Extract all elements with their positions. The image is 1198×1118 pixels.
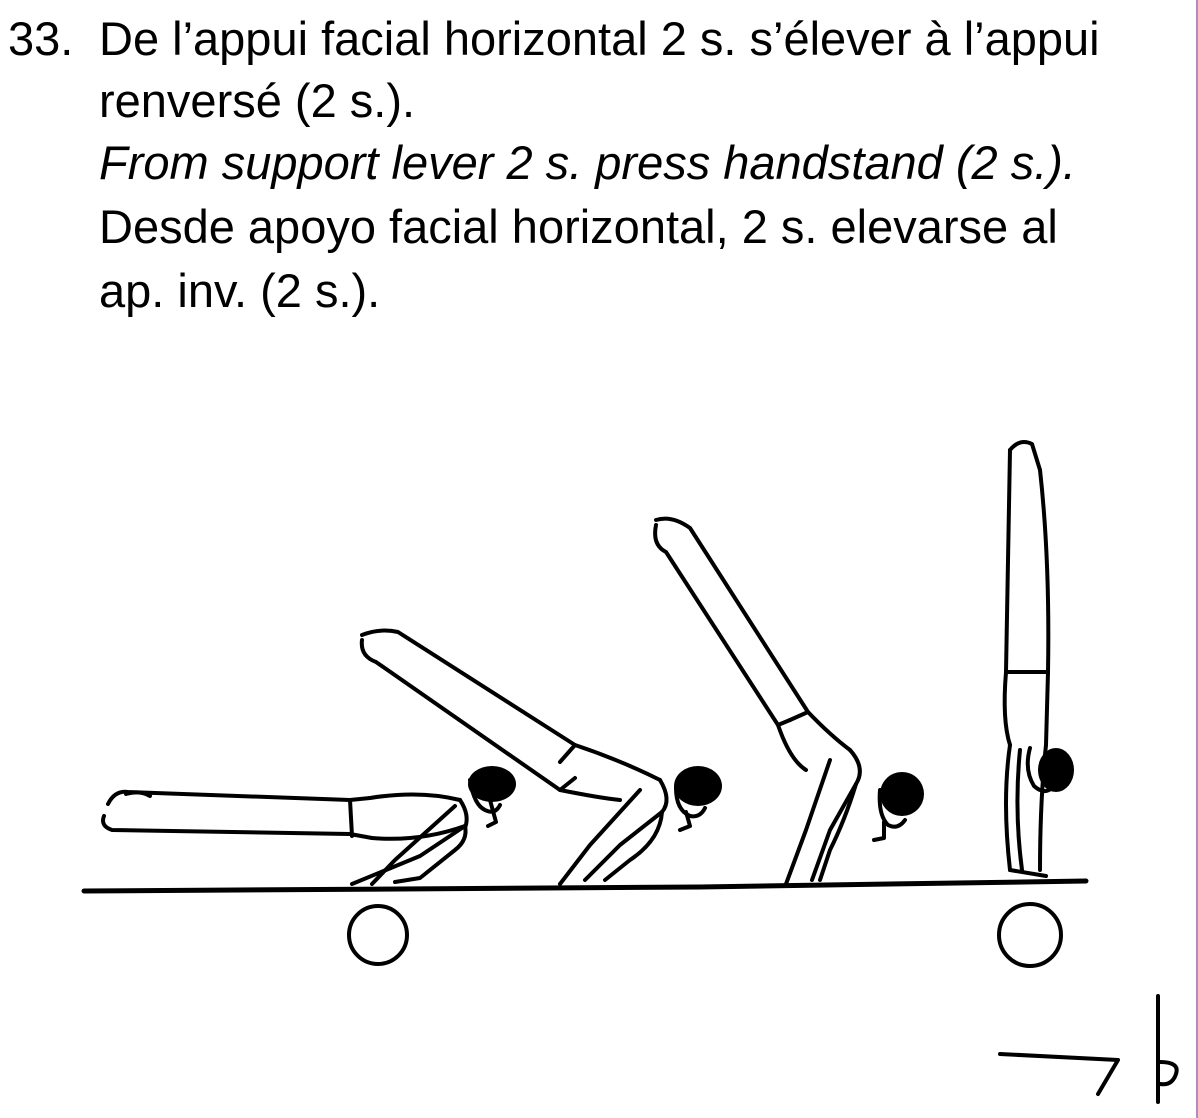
direction-arrow-icon (998, 1052, 1120, 1096)
floor-line (81, 878, 1089, 894)
value-mark-icon (1156, 994, 1179, 1104)
hold-circle-end-icon (997, 902, 1063, 968)
page-edge-line (1196, 0, 1198, 1118)
french-text-line-2: renversé (2 s.). (99, 74, 416, 127)
french-text-line-1: De l’appui facial horizontal 2 s. s’élev… (99, 12, 1100, 65)
gymnast-press-phase-2-icon (653, 516, 924, 886)
spanish-text-line-2: ap. inv. (2 s.). (99, 264, 381, 317)
gymnast-support-lever-icon (101, 766, 516, 886)
gymnast-handstand-icon (1002, 440, 1074, 878)
gymnastics-figure (81, 440, 1179, 1104)
english-text: From support lever 2 s. press handstand … (99, 136, 1076, 189)
hold-circle-start-icon (347, 904, 409, 966)
gymnast-press-phase-1-icon (359, 628, 722, 886)
element-description: 33. De l’appui facial horizontal 2 s. s’… (0, 0, 1196, 330)
spanish-text-line-1: Desde apoyo facial horizontal, 2 s. elev… (99, 200, 1058, 253)
element-number: 33. (8, 12, 74, 65)
